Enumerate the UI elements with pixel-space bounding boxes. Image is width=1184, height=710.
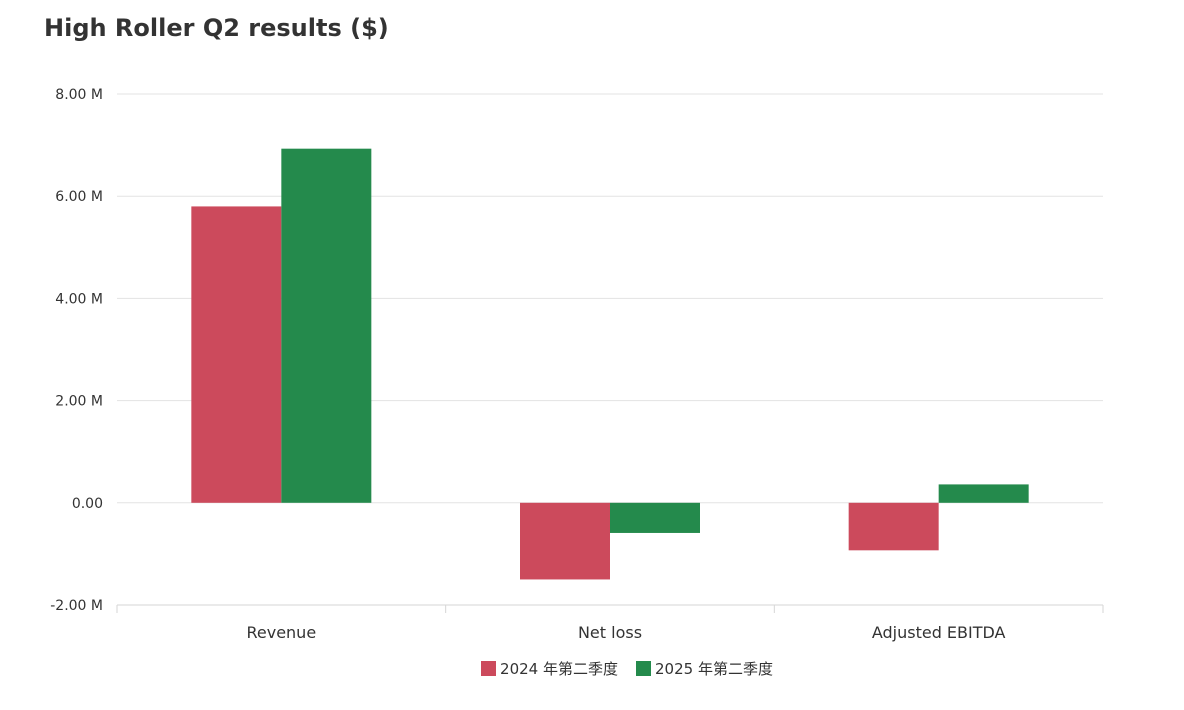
legend-item-2025[interactable]: 2025 年第二季度 xyxy=(636,658,773,679)
bar-net-loss-series-1[interactable] xyxy=(610,502,700,533)
y-tick-label: 8.00 M xyxy=(55,87,103,103)
bar-revenue-series-0[interactable] xyxy=(191,206,282,503)
x-category-label: Net loss xyxy=(578,623,642,642)
legend-swatch-2025 xyxy=(636,661,651,676)
y-axis-ticks: -2.00 M 0.00 2.00 M 4.00 M 6.00 M 8.00 M xyxy=(50,87,103,614)
legend-swatch-2024 xyxy=(481,661,497,676)
legend-item-2024[interactable]: 2024 年第二季度 xyxy=(481,658,618,679)
x-axis-labels: Revenue Net loss Adjusted EBITDA xyxy=(246,623,1005,642)
bar-adjusted-ebitda-series-0[interactable] xyxy=(848,502,939,551)
legend-label-2025: 2025 年第二季度 xyxy=(655,660,773,678)
bar-net-loss-series-0[interactable] xyxy=(520,502,610,580)
x-category-label: Adjusted EBITDA xyxy=(872,623,1006,642)
y-tick-label: 4.00 M xyxy=(55,291,103,307)
y-tick-label: 2.00 M xyxy=(55,394,103,410)
y-tick-label: -2.00 M xyxy=(50,598,103,614)
legend: 2024 年第二季度 2025 年第二季度 xyxy=(0,658,1184,679)
y-tick-label: 0.00 xyxy=(72,496,103,512)
x-category-label: Revenue xyxy=(246,623,316,642)
y-tick-label: 6.00 M xyxy=(55,189,103,205)
x-axis xyxy=(116,604,1104,613)
legend-label-2024: 2024 年第二季度 xyxy=(500,660,618,678)
bar-revenue-series-1[interactable] xyxy=(281,148,372,503)
bar-chart: -2.00 M 0.00 2.00 M 4.00 M 6.00 M 8.00 M Reve… xyxy=(50,87,1104,642)
bars xyxy=(191,148,1029,580)
bar-adjusted-ebitda-series-1[interactable] xyxy=(938,484,1029,503)
chart-title: High Roller Q2 results ($) xyxy=(44,14,389,42)
